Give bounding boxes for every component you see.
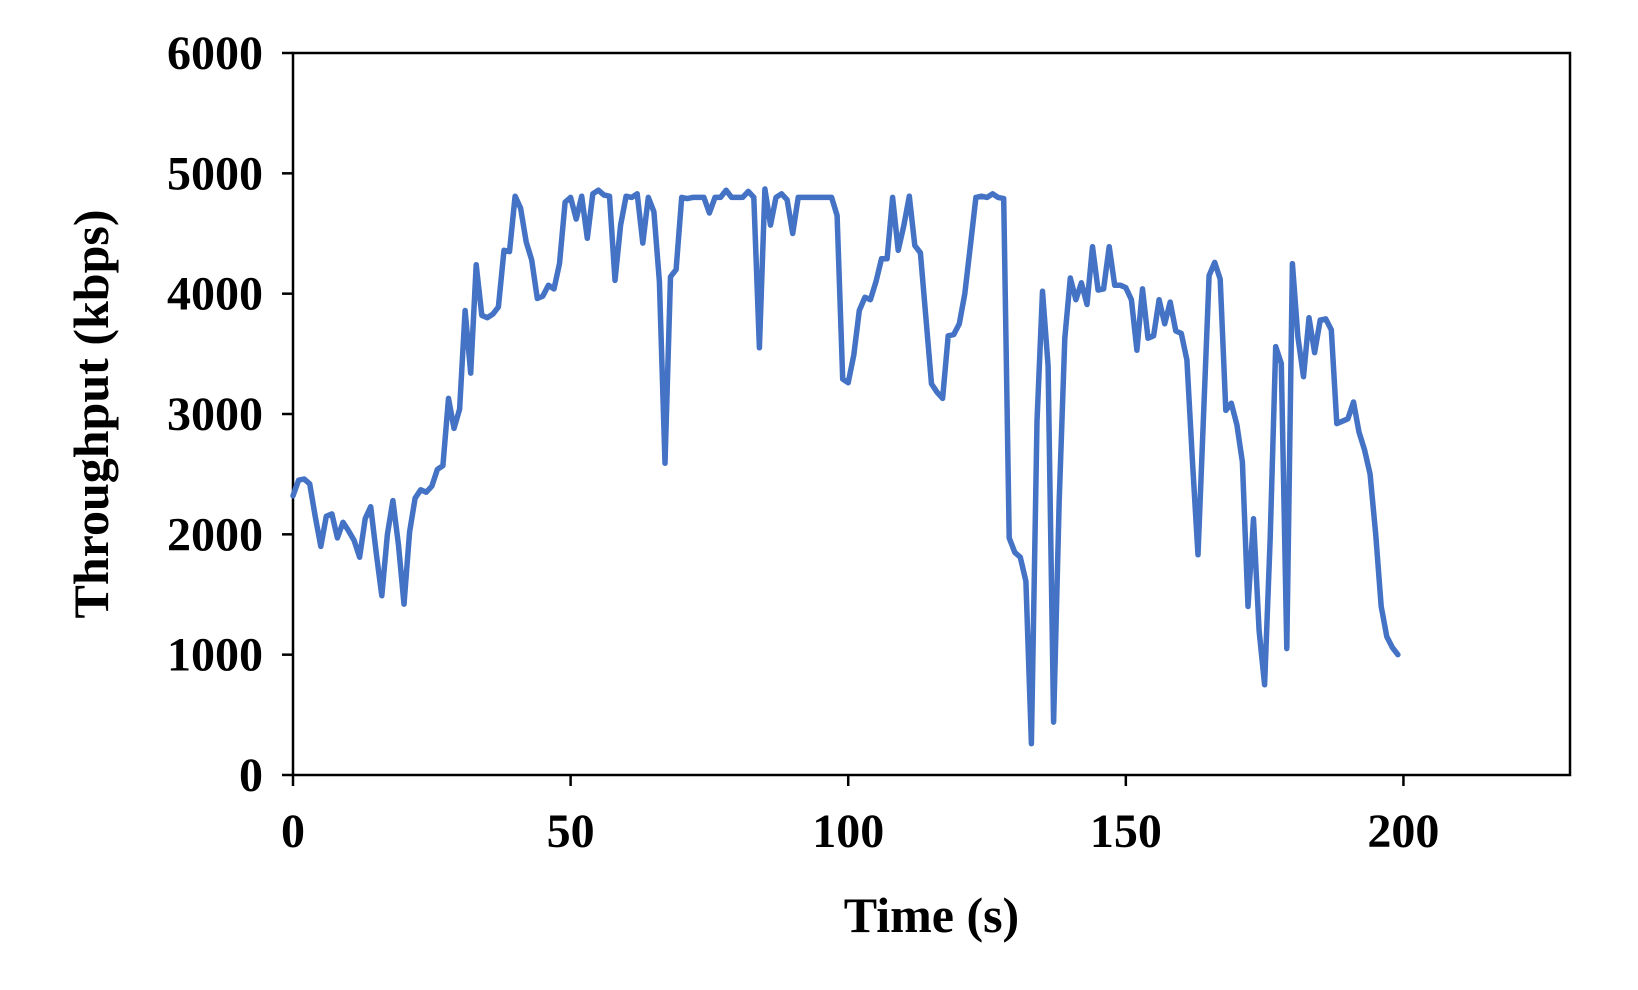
x-tick-label: 100 bbox=[812, 805, 884, 858]
x-tick-label: 150 bbox=[1090, 805, 1162, 858]
x-tick-label: 200 bbox=[1367, 805, 1439, 858]
y-tick-label: 1000 bbox=[167, 629, 263, 682]
y-tick-label: 2000 bbox=[167, 508, 263, 561]
y-tick-label: 3000 bbox=[167, 388, 263, 441]
y-axis: 0 1000 2000 3000 4000 5000 6000 bbox=[167, 27, 293, 802]
x-axis-title: Time (s) bbox=[844, 887, 1019, 943]
series-layer bbox=[290, 186, 1401, 747]
x-tick-label: 50 bbox=[547, 805, 595, 858]
y-tick-label: 0 bbox=[239, 749, 263, 802]
y-tick-label: 6000 bbox=[167, 27, 263, 80]
y-tick-label: 5000 bbox=[167, 147, 263, 200]
plot-frame bbox=[291, 51, 1572, 777]
y-tick-label: 4000 bbox=[167, 268, 263, 321]
x-tick-label: 0 bbox=[281, 805, 305, 858]
y-axis-title: Throughput (kbps) bbox=[63, 209, 119, 618]
series-line bbox=[290, 186, 1401, 747]
x-axis: 0 50 100 150 200 bbox=[281, 775, 1439, 858]
